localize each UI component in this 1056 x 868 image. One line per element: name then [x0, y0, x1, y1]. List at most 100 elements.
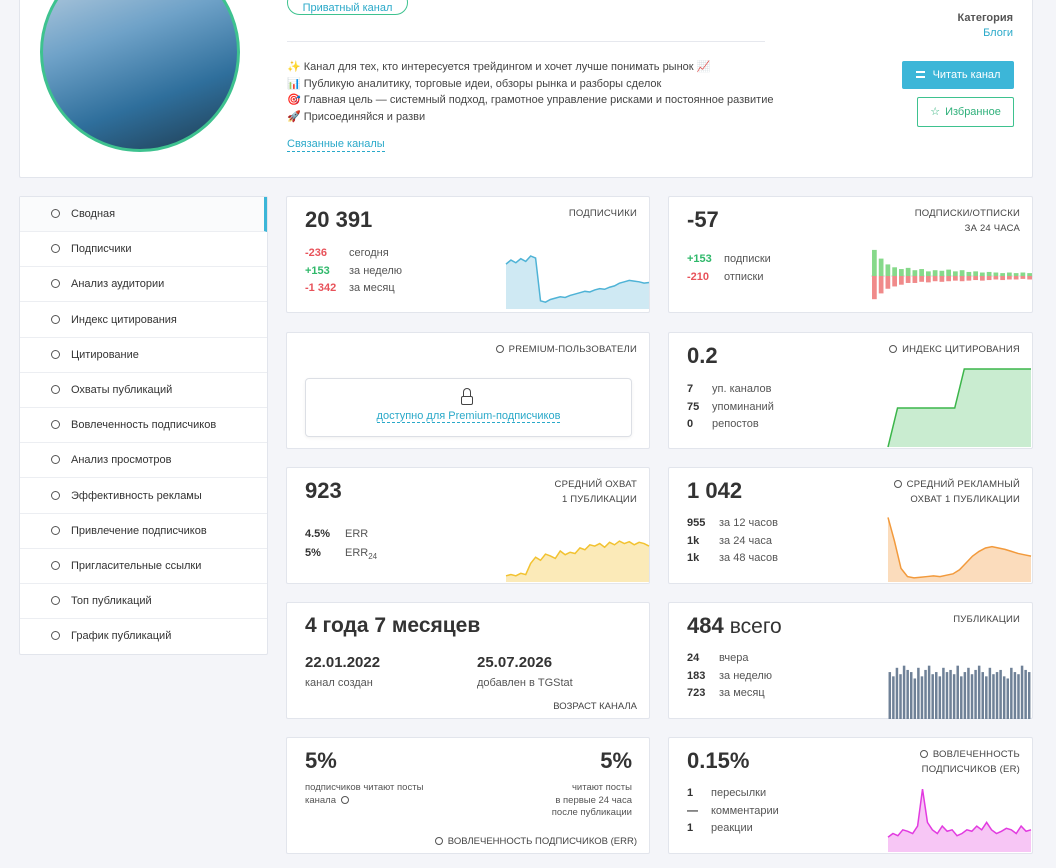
stat-card: 0.15% ВОВЛЕЧЕННОСТЬ ПОДПИСЧИКОВ (ER) 1 перес…: [668, 737, 1033, 854]
sparkline-bar: [1013, 276, 1019, 280]
sparkline-area: [888, 369, 1031, 447]
sparkline-bar: [946, 276, 951, 282]
stat-card: 923 СРЕДНИЙ ОХВАТ 1 ПУБЛИКАЦИИ 4.5% ERR 5% ERR…: [286, 467, 650, 584]
card-value-number: 0.2: [687, 343, 718, 368]
card-label: СРЕДНИЙ ОХВАТ 1 ПУБЛИКАЦИИ: [555, 477, 637, 507]
stat-label: ERR: [345, 528, 368, 540]
sidebar-item[interactable]: Индекс цитирования: [20, 303, 267, 338]
sparkline-bar: [1020, 272, 1026, 276]
related-link[interactable]: Связанные каналы: [287, 138, 385, 152]
stat-label: уп. каналов: [712, 383, 771, 395]
card-label-text: СРЕДНИЙ ОХВАТ: [554, 479, 637, 490]
sidebar-item[interactable]: Анализ просмотров: [20, 443, 267, 479]
sparkline: [871, 249, 1033, 300]
read-button[interactable]: Читать канал: [902, 61, 1014, 89]
sidebar-label: Подписчики: [71, 243, 132, 256]
sparkline-bar: [920, 676, 924, 719]
sidebar-icon: [51, 596, 60, 606]
sidebar-item[interactable]: Сводная: [20, 197, 267, 232]
card-value-number: 484: [687, 613, 724, 638]
sparkline-bar: [905, 276, 911, 283]
premium-link-wrap: доступно для Premium-подписчиков: [306, 410, 631, 423]
card-label: ПОДПИСЧИКИ: [569, 206, 637, 221]
sparkline-bar: [919, 269, 924, 276]
sparkline-bar: [892, 267, 897, 276]
favorite-button[interactable]: ☆ Избранное: [917, 97, 1014, 127]
stat-label-text: за месяц: [719, 687, 765, 699]
stat-label-text: сегодня: [349, 247, 389, 259]
sparkline-bar: [939, 276, 945, 282]
stat-label: за 24 часа: [719, 535, 772, 547]
sparkline-area: [888, 517, 1031, 582]
sidebar-item[interactable]: График публикаций: [20, 619, 267, 654]
sidebar-label: Анализ аудитории: [71, 278, 165, 291]
sparkline-bar: [926, 271, 931, 276]
lock-icon: [461, 396, 473, 405]
sparkline-bar: [919, 276, 924, 282]
sidebar-item[interactable]: Цитирование: [20, 338, 267, 373]
sparkline-bar: [872, 249, 877, 276]
card-value-number: 1 042: [687, 478, 743, 503]
stat-label: за неделю: [349, 265, 402, 277]
sidebar-item[interactable]: Охваты публикаций: [20, 373, 267, 408]
sidebar-icon: [51, 279, 60, 289]
info-icon: [434, 837, 443, 845]
sidebar-item[interactable]: Привлечение подписчиков: [20, 514, 267, 549]
sparkline-bar: [1024, 669, 1027, 719]
sparkline-bar: [966, 276, 972, 281]
sparkline-bar: [995, 672, 999, 719]
card-label-line: ОХВАТ 1 ПУБЛИКАЦИИ: [894, 492, 1020, 507]
stat-card: 5% 5% подписчиков читают посты канала читают…: [286, 737, 650, 854]
stat-label: отписки: [724, 271, 763, 283]
description-line: 📊 Публикую аналитику, торговые идеи, обз…: [287, 77, 662, 90]
sidebar-label: Вовлеченность подписчиков: [71, 419, 217, 432]
sidebar-item[interactable]: Подписчики: [20, 232, 267, 268]
sparkline-bar: [973, 271, 978, 276]
sparkline-line: [887, 788, 1032, 838]
sparkline-line: [887, 368, 1031, 448]
sparkline-bar: [993, 276, 999, 280]
sparkline-bar: [939, 270, 945, 276]
sidebar-item[interactable]: Пригласительные ссылки: [20, 549, 267, 584]
sparkline-bar: [905, 267, 911, 276]
sidebar-item[interactable]: Топ публикаций: [20, 584, 267, 620]
sparkline-bar: [1027, 672, 1031, 719]
stat-label-text: вчера: [719, 652, 749, 664]
err-text: подписчиков читают посты: [305, 782, 424, 793]
stat-value: —: [687, 804, 698, 817]
sidebar-label: Цитирование: [71, 348, 139, 361]
sparkline-bar: [985, 676, 988, 719]
card-label-text: ПОДПИСКИ/ОТПИСКИ: [914, 208, 1020, 219]
stat-label: пересылки: [711, 787, 766, 799]
card-label-text: ПОДПИСЧИКОВ (ER): [921, 764, 1020, 775]
stat-value: 5%: [305, 547, 321, 559]
sidebar: Сводная Подписчики Анализ аудитории Индекс …: [19, 196, 268, 655]
sparkline-bar: [892, 276, 897, 287]
premium-link[interactable]: доступно для Premium-подписчиков: [376, 410, 561, 423]
card-label-line: ПОДПИСЧИКОВ (ER): [920, 762, 1020, 777]
sidebar-item[interactable]: Вовлеченность подписчиков: [20, 408, 267, 444]
card-label: ВОВЛЕЧЕННОСТЬ ПОДПИСЧИКОВ (ER): [919, 747, 1020, 777]
sidebar-item[interactable]: Эффективность рекламы: [20, 479, 267, 514]
card-label-text: ОХВАТ 1 ПУБЛИКАЦИИ: [910, 494, 1020, 505]
card-label-line: СРЕДНИЙ ОХВАТ: [555, 477, 637, 492]
stat-value: 7: [687, 383, 694, 395]
stat-label: ERR24: [345, 547, 377, 561]
card-footer: ВОВЛЕЧЕННОСТЬ ПОДПИСЧИКОВ (ERR): [434, 836, 637, 847]
sparkline-bar: [1010, 667, 1013, 719]
info-icon: [889, 345, 898, 353]
description-line: 🚀 Присоединяйся и разви: [287, 110, 426, 123]
sidebar-label: Привлечение подписчиков: [71, 524, 207, 537]
card-label-text: ИНДЕКС ЦИТИРОВАНИЯ: [902, 344, 1020, 355]
category-link[interactable]: Блоги: [983, 27, 1013, 39]
description-line: 🎯 Главная цель — системный подход, грамо…: [287, 94, 774, 106]
stat-label: подписки: [724, 253, 771, 265]
card-label-line: СРЕДНИЙ РЕКЛАМНЫЙ: [893, 477, 1020, 492]
stat-value: 955: [687, 517, 706, 529]
stat-value: 183: [687, 669, 706, 682]
sparkline-bar: [956, 665, 959, 719]
sidebar-item[interactable]: Анализ аудитории: [20, 267, 267, 303]
sparkline-area: [888, 789, 1031, 852]
sparkline-bar: [935, 672, 938, 719]
stat-value: +153: [305, 264, 330, 277]
